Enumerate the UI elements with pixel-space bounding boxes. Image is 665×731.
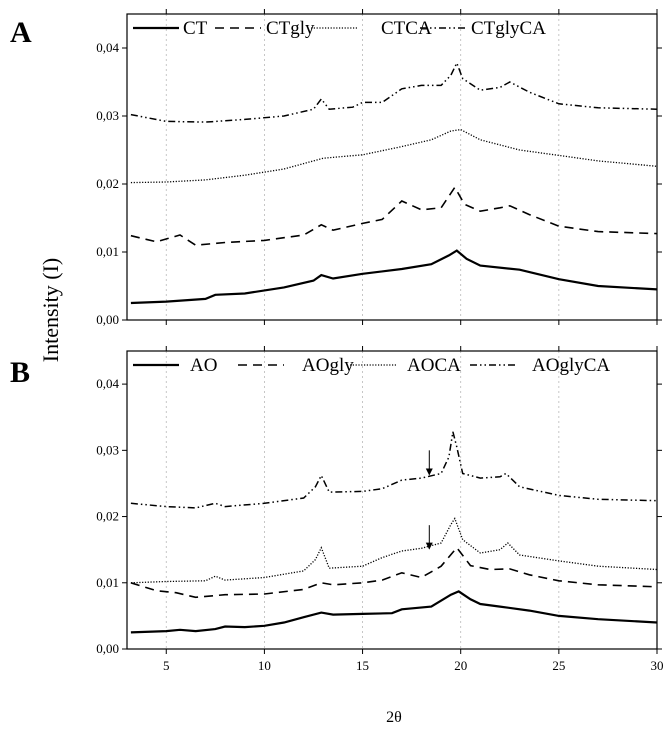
y-tick-label: 0,01 xyxy=(96,244,119,259)
series-line-ao xyxy=(130,590,658,634)
x-tick-label: 25 xyxy=(552,658,565,673)
y-axis-title: Intensity (I) xyxy=(38,258,63,362)
y-tick-label: 0,03 xyxy=(96,108,119,123)
legend-label: CTgly xyxy=(266,18,315,39)
series-line-aoca xyxy=(130,517,658,584)
legend-label: AOCA xyxy=(407,355,461,376)
legend-label: CT xyxy=(183,18,208,39)
panel-a: 0,00 0,01 0,02 0,03 0,04 A CT CTgly CTCA CTglyCA xyxy=(10,9,662,327)
y-tick-label: 0,04 xyxy=(96,40,119,55)
panel-b: 5 10 15 20 25 300,000,010,020,030,04B AO AOgly A… xyxy=(10,346,664,673)
x-tick-label: 20 xyxy=(454,658,467,673)
legend-label: CTCA xyxy=(381,18,432,39)
plot-frame xyxy=(126,350,658,650)
y-tick-label: 0,00 xyxy=(96,641,119,656)
panel-label: A xyxy=(10,16,32,49)
legend: AO AOgly AOCA AOglyCA xyxy=(133,355,610,376)
annotation-arrowhead xyxy=(425,542,433,550)
legend: CT CTgly CTCA CTglyCA xyxy=(133,18,546,39)
x-tick-label: 10 xyxy=(258,658,271,673)
panels-layer: 0,00 0,01 0,02 0,03 0,04 A CT CTgly CTCA CTglyCA 5… xyxy=(10,9,664,673)
legend-label: AOglyCA xyxy=(532,355,610,376)
panel-label: B xyxy=(10,356,30,389)
y-tick-label: 0,01 xyxy=(96,575,119,590)
y-tick-label: 0,04 xyxy=(96,376,119,391)
series-line-ctglyca xyxy=(130,61,658,123)
x-tick-label: 15 xyxy=(356,658,369,673)
series-line-aogly xyxy=(130,546,658,599)
x-tick-label: 5 xyxy=(163,658,170,673)
y-tick-label: 0,00 xyxy=(96,312,119,327)
y-tick-label: 0,02 xyxy=(96,509,119,524)
series-line-ct xyxy=(130,249,658,305)
series-line-ctgly xyxy=(130,185,658,247)
series-line-ctca xyxy=(130,128,658,184)
annotation-arrowhead xyxy=(425,468,433,476)
y-tick-label: 0,02 xyxy=(96,176,119,191)
legend-label: AOgly xyxy=(302,355,354,376)
legend-label: CTglyCA xyxy=(471,18,546,39)
plot-frame xyxy=(126,13,658,321)
y-tick-label: 0,03 xyxy=(96,442,119,457)
x-axis-title: 2θ xyxy=(386,709,402,726)
series-line-aoglyca xyxy=(130,431,658,509)
x-tick-label: 30 xyxy=(651,658,664,673)
legend-label: AO xyxy=(190,355,217,376)
